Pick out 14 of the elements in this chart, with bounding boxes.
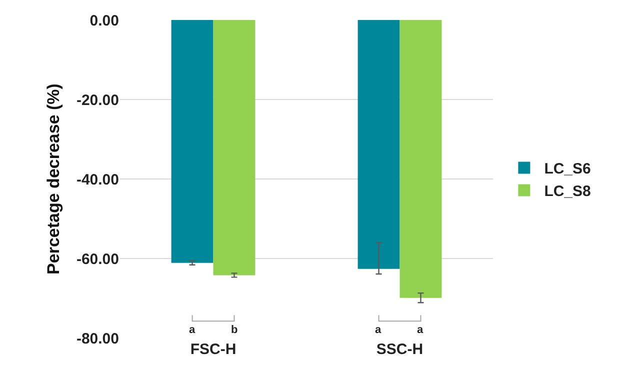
y-tick-label: 0.00	[90, 12, 119, 30]
y-tick-label: -60.00	[76, 250, 119, 268]
annotation: b	[231, 324, 238, 336]
legend-label: LC_S8	[544, 183, 591, 200]
y-axis-title: Percetage decrease (%)	[44, 84, 64, 274]
y-tick-label: -40.00	[76, 171, 119, 188]
annotation: a	[189, 324, 196, 336]
x-tick-label: FSC-H	[190, 341, 236, 358]
x-tick-label: SSC-H	[376, 341, 424, 358]
annotation: a	[375, 324, 382, 336]
legend-label: LC_S6	[544, 160, 591, 178]
y-tick-label: -80.00	[76, 330, 119, 348]
annotation: a	[417, 324, 424, 336]
y-tick-label: -20.00	[76, 92, 119, 109]
